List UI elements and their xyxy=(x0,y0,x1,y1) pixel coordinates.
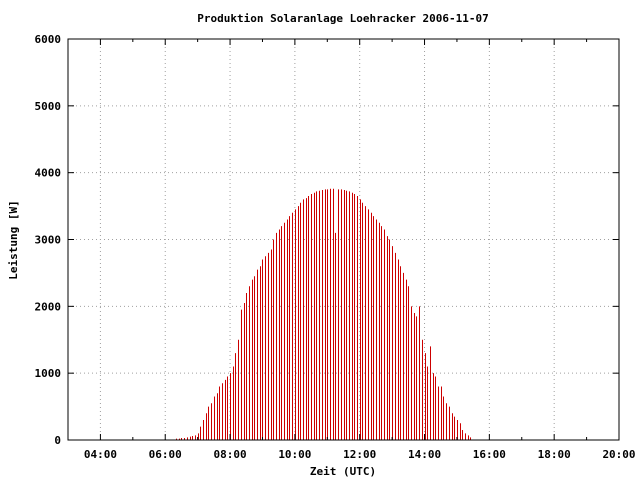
x-tick-labels: 04:00 06:00 08:00 10:00 12:00 14:00 16:00 18:00… xyxy=(84,448,636,461)
y-axis-label: Leistung [W] xyxy=(7,200,20,279)
x-tick-label: 06:00 xyxy=(149,448,182,461)
y-tick-label: 6000 xyxy=(35,33,62,46)
y-tick-label: 5000 xyxy=(35,100,62,113)
y-tick-label: 1000 xyxy=(35,367,62,380)
y-tick-label: 3000 xyxy=(35,234,62,247)
x-tick-label: 20:00 xyxy=(602,448,635,461)
plot-frame xyxy=(67,38,620,441)
chart-title: Produktion Solaranlage Loehracker 2006-1… xyxy=(197,12,488,25)
x-tick-label: 14:00 xyxy=(408,448,441,461)
grid-lines xyxy=(68,39,619,440)
x-tick-label: 08:00 xyxy=(213,448,246,461)
power-bars xyxy=(176,188,471,440)
x-tick-label: 18:00 xyxy=(538,448,571,461)
x-tick-label: 04:00 xyxy=(84,448,117,461)
y-tick-label: 2000 xyxy=(35,300,62,313)
y-tick-labels: 0 1000 2000 3000 4000 5000 6000 xyxy=(35,33,62,447)
y-tick-label: 0 xyxy=(54,434,61,447)
x-tick-label: 16:00 xyxy=(473,448,506,461)
x-tick-label: 12:00 xyxy=(343,448,376,461)
x-tick-label: 10:00 xyxy=(278,448,311,461)
y-tick-label: 4000 xyxy=(35,167,62,180)
x-axis-label: Zeit (UTC) xyxy=(310,465,376,478)
